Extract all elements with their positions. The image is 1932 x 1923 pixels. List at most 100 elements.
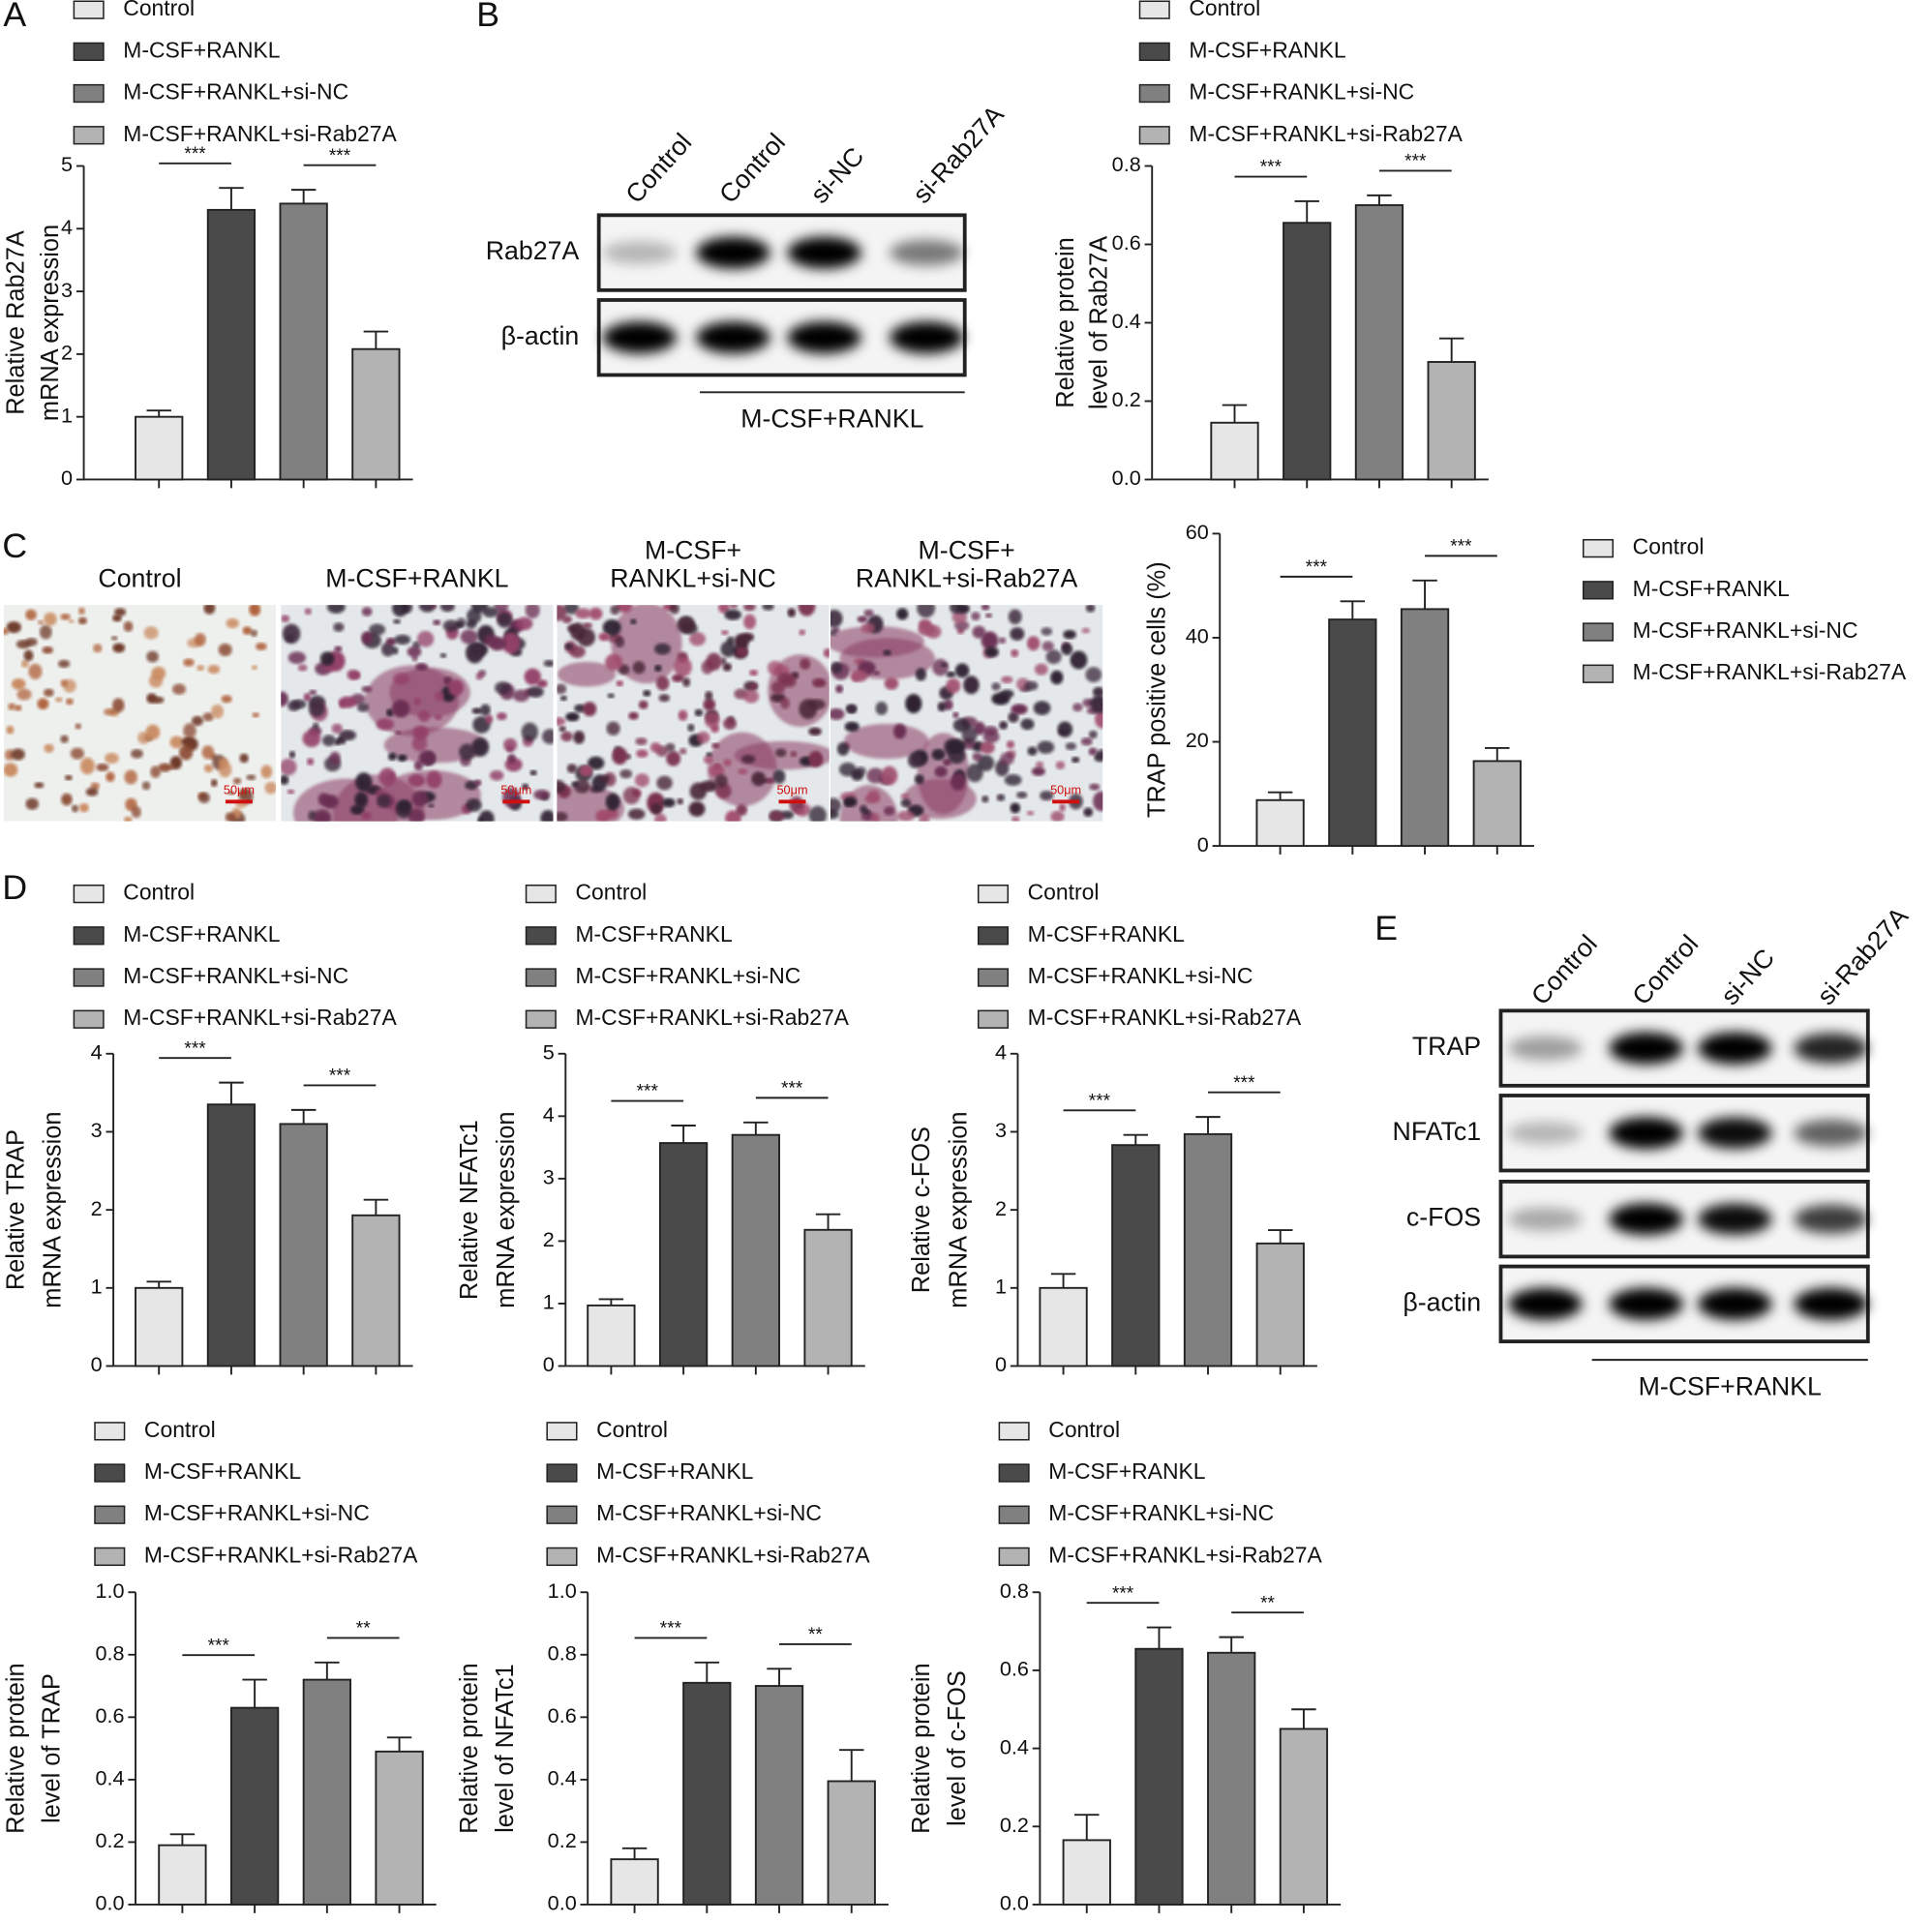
- cell: [559, 695, 568, 702]
- blot-band: [1698, 1203, 1772, 1235]
- legend-swatch: [73, 83, 105, 104]
- cell: [416, 630, 435, 647]
- y-tick-label: 0.4: [1000, 1734, 1029, 1758]
- cell: [787, 608, 797, 617]
- cell: [984, 646, 999, 658]
- cell: [1093, 791, 1103, 812]
- cell: [917, 605, 936, 618]
- cell: [55, 697, 63, 703]
- blot-band: [1609, 1032, 1683, 1065]
- cell: [812, 677, 827, 688]
- cell: [573, 731, 586, 744]
- cell: [207, 664, 221, 675]
- y-tick-label: 0: [61, 466, 73, 490]
- y-tick-label: 3: [61, 278, 73, 302]
- legend-label: M-CSF+RANKL: [575, 921, 732, 946]
- cell: [246, 774, 257, 781]
- cell: [915, 668, 927, 681]
- y-axis-label: level of NFATc1: [492, 1664, 519, 1833]
- cell: [391, 700, 410, 718]
- scale-bar-label: 50μm: [1050, 782, 1081, 796]
- blot-band: [787, 236, 861, 269]
- cell: [411, 790, 429, 807]
- cell: [178, 744, 194, 761]
- cell: [638, 700, 649, 709]
- lane-label: Control: [713, 128, 791, 209]
- legend-swatch: [977, 968, 1010, 987]
- y-tick-label: 0.6: [1000, 1657, 1029, 1681]
- cell: [65, 698, 74, 706]
- cell: [1080, 736, 1093, 746]
- cell: [79, 757, 95, 775]
- cell: [507, 753, 516, 764]
- cell: [749, 669, 759, 676]
- cell: [471, 737, 490, 757]
- cell: [893, 723, 907, 739]
- cell: [397, 754, 408, 762]
- cell: [503, 737, 518, 752]
- cell: [557, 716, 566, 726]
- cell: [169, 736, 184, 749]
- cell: [480, 704, 491, 716]
- y-tick-label: 40: [1186, 624, 1209, 648]
- y-axis-label: mRNA expression: [37, 225, 64, 421]
- y-axis-label: Relative c-FOS: [908, 1127, 935, 1293]
- bar: [1111, 1144, 1161, 1367]
- cell: [77, 616, 87, 625]
- legend-label: M-CSF+RANKL: [123, 37, 280, 62]
- y-tick-label: 0.0: [1000, 1891, 1029, 1915]
- cell: [150, 766, 162, 778]
- cell: [417, 710, 431, 722]
- blot-band: [1508, 1121, 1583, 1145]
- cell: [361, 685, 373, 693]
- cell: [830, 630, 837, 636]
- blot-band: [1698, 1287, 1772, 1320]
- y-tick-label: 0.4: [548, 1766, 577, 1790]
- cell: [574, 779, 590, 794]
- cell: [677, 616, 695, 634]
- row-label: TRAP: [1412, 1032, 1481, 1061]
- cell: [1089, 700, 1096, 706]
- significance-label: ***: [1404, 152, 1427, 172]
- y-tick-label: 0.8: [95, 1641, 124, 1666]
- cell: [354, 792, 369, 808]
- cell: [131, 748, 143, 759]
- cell: [39, 624, 52, 640]
- cell: [57, 659, 71, 669]
- cell: [612, 747, 628, 766]
- legend-label: M-CSF+RANKL+si-Rab27A: [575, 1005, 849, 1030]
- blot-band: [787, 321, 861, 354]
- legend-swatch: [546, 1422, 578, 1441]
- cell: [227, 791, 235, 796]
- bar: [158, 1844, 207, 1906]
- cell: [1090, 695, 1103, 714]
- cell: [78, 802, 89, 813]
- cell: [183, 658, 195, 667]
- significance-label: ***: [329, 146, 351, 166]
- significance-label: **: [356, 1619, 371, 1639]
- cell: [884, 676, 899, 690]
- cell: [60, 735, 69, 743]
- cell: [1072, 703, 1083, 712]
- y-axis-label: mRNA expression: [40, 1112, 67, 1308]
- y-tick-label: 0.0: [95, 1891, 124, 1915]
- cell: [378, 767, 397, 787]
- cell: [972, 752, 982, 762]
- significance-label: ***: [660, 1619, 682, 1639]
- cell: [60, 679, 68, 687]
- bar: [1255, 798, 1305, 848]
- cell: [723, 759, 732, 766]
- cell: [700, 780, 718, 793]
- cell: [798, 605, 816, 616]
- bar: [1328, 618, 1377, 848]
- cell: [830, 610, 843, 628]
- cell: [1011, 704, 1028, 715]
- cell: [525, 605, 540, 618]
- cell: [703, 755, 713, 765]
- cell: [931, 748, 946, 761]
- legend-swatch: [998, 1547, 1030, 1567]
- bar: [658, 1142, 709, 1367]
- cell: [1085, 605, 1096, 613]
- cell: [770, 680, 786, 695]
